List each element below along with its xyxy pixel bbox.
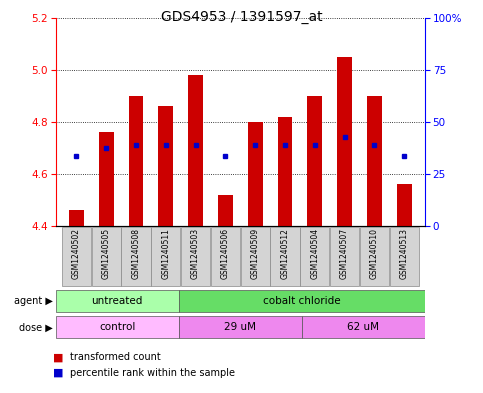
Text: GDS4953 / 1391597_at: GDS4953 / 1391597_at [161, 10, 322, 24]
Text: control: control [99, 322, 135, 332]
Text: GSM1240510: GSM1240510 [370, 228, 379, 279]
Text: agent ▶: agent ▶ [14, 296, 53, 306]
Bar [62, 227, 91, 286]
Bar [360, 227, 389, 286]
Bar [367, 96, 382, 226]
Bar [307, 96, 322, 226]
Bar [158, 106, 173, 226]
Text: GSM1240504: GSM1240504 [310, 228, 319, 279]
Text: cobalt chloride: cobalt chloride [263, 296, 341, 306]
Bar [179, 290, 425, 312]
Bar [218, 195, 233, 226]
Bar [128, 96, 143, 226]
Bar [300, 227, 329, 286]
Bar [211, 227, 240, 286]
Bar [179, 316, 302, 338]
Text: untreated: untreated [91, 296, 143, 306]
Bar [248, 122, 263, 226]
Bar [69, 210, 84, 226]
Bar [390, 227, 419, 286]
Text: GSM1240505: GSM1240505 [102, 228, 111, 279]
Bar [151, 227, 180, 286]
Text: GSM1240509: GSM1240509 [251, 228, 260, 279]
Text: GSM1240507: GSM1240507 [340, 228, 349, 279]
Bar [99, 132, 114, 226]
Bar [278, 117, 292, 226]
Text: percentile rank within the sample: percentile rank within the sample [70, 368, 235, 378]
Text: GSM1240513: GSM1240513 [399, 228, 409, 279]
Bar [397, 184, 412, 226]
Text: GSM1240508: GSM1240508 [131, 228, 141, 279]
Text: GSM1240512: GSM1240512 [281, 228, 289, 279]
Bar [121, 227, 151, 286]
Text: GSM1240511: GSM1240511 [161, 228, 170, 279]
Text: ■: ■ [53, 352, 64, 362]
Bar [330, 227, 359, 286]
Bar [241, 227, 270, 286]
Bar [337, 57, 352, 226]
Bar [302, 316, 425, 338]
Text: GSM1240503: GSM1240503 [191, 228, 200, 279]
Bar [188, 75, 203, 226]
Bar [92, 227, 121, 286]
Bar [56, 290, 179, 312]
Text: ■: ■ [53, 368, 64, 378]
Bar [56, 316, 179, 338]
Bar [181, 227, 210, 286]
Text: 62 uM: 62 uM [347, 322, 380, 332]
Bar [270, 227, 299, 286]
Text: dose ▶: dose ▶ [19, 322, 53, 332]
Text: GSM1240502: GSM1240502 [72, 228, 81, 279]
Text: 29 uM: 29 uM [224, 322, 256, 332]
Text: transformed count: transformed count [70, 352, 161, 362]
Text: GSM1240506: GSM1240506 [221, 228, 230, 279]
